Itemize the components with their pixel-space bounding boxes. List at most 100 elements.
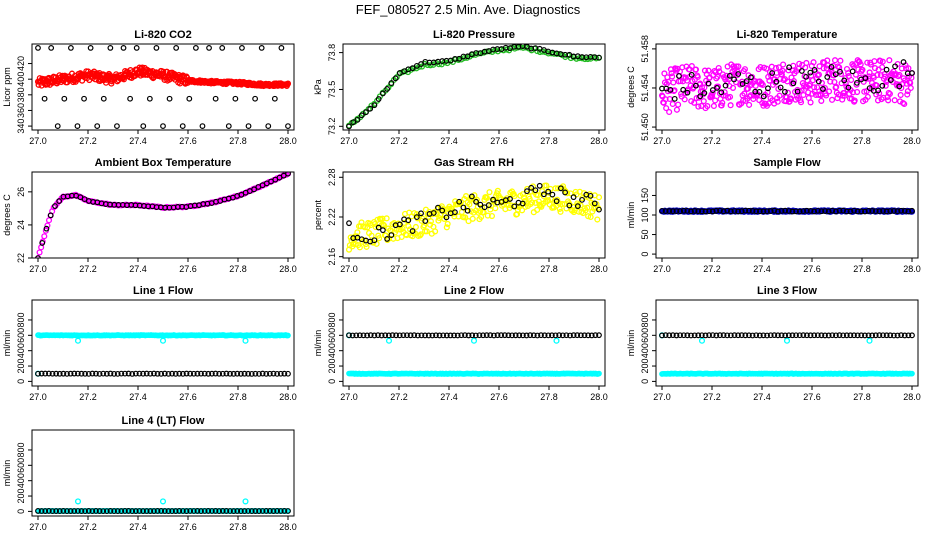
reference-point xyxy=(389,332,396,339)
reference-point xyxy=(820,86,826,92)
data-point xyxy=(681,96,688,103)
reference-point xyxy=(456,198,463,205)
reference-point xyxy=(735,332,741,339)
data-point xyxy=(534,192,542,199)
reference-point xyxy=(574,332,581,339)
data-point xyxy=(519,191,526,198)
reference-point xyxy=(277,370,284,377)
reference-point xyxy=(851,332,857,339)
reference-point xyxy=(411,332,418,339)
reference-point xyxy=(662,208,669,215)
reference-point xyxy=(140,123,147,129)
reference-point xyxy=(140,508,146,514)
reference-point xyxy=(47,212,54,219)
reference-point xyxy=(562,189,569,196)
panel-title: Li-820 CO2 xyxy=(134,29,191,41)
data-point xyxy=(671,87,678,94)
reference-point xyxy=(731,332,738,339)
reference-point xyxy=(892,63,898,70)
reference-point xyxy=(666,332,673,339)
reference-point xyxy=(887,77,894,83)
reference-point xyxy=(212,508,219,514)
data-point xyxy=(483,48,490,55)
reference-point xyxy=(114,123,120,129)
reference-point xyxy=(814,332,821,339)
data-point xyxy=(784,78,791,85)
reference-point xyxy=(187,508,194,514)
reference-point xyxy=(418,210,424,217)
reference-point xyxy=(769,70,776,76)
reference-point xyxy=(822,208,828,214)
y-tick-label: 360 xyxy=(16,103,26,118)
reference-point xyxy=(890,332,897,339)
x-tick-label: 28.0 xyxy=(903,392,921,402)
data-point xyxy=(698,84,706,91)
reference-point xyxy=(773,78,780,85)
reference-point xyxy=(800,208,807,215)
reference-point xyxy=(42,508,49,514)
data-point xyxy=(511,193,518,200)
reference-point xyxy=(74,508,81,514)
data-point xyxy=(778,71,785,78)
data-point xyxy=(701,84,708,91)
x-tick-label: 28.0 xyxy=(903,264,921,274)
reference-point xyxy=(49,508,56,514)
reference-point xyxy=(807,332,814,339)
reference-point xyxy=(905,332,912,339)
data-point xyxy=(879,58,886,65)
reference-point xyxy=(698,208,705,215)
reference-point xyxy=(764,332,770,339)
outlier-point xyxy=(159,498,167,505)
reference-point xyxy=(483,332,490,339)
data-point xyxy=(807,99,814,106)
reference-point xyxy=(570,332,577,339)
reference-point xyxy=(691,332,698,339)
outlier-point xyxy=(783,337,791,344)
reference-point xyxy=(887,332,894,339)
reference-point xyxy=(248,370,255,377)
reference-point xyxy=(552,332,559,339)
x-tick-label: 27.2 xyxy=(703,392,721,402)
y-tick-label: 0 xyxy=(327,379,337,384)
reference-point xyxy=(785,332,792,339)
panel-line3: Line 3 Flow ml/min 27.0 27.2 27.4 27.6 27.8 28.… xyxy=(626,285,921,402)
reference-point xyxy=(811,67,818,73)
reference-point xyxy=(476,332,483,339)
reference-point xyxy=(354,116,361,123)
x-tick-label: 27.0 xyxy=(29,136,47,146)
reference-point xyxy=(122,370,128,377)
plot-frame xyxy=(342,171,606,259)
reference-point xyxy=(875,87,882,94)
data-point xyxy=(784,89,791,96)
reference-point xyxy=(673,208,680,214)
reference-point xyxy=(192,45,199,51)
reference-point xyxy=(738,332,745,339)
data-point xyxy=(734,72,741,79)
data-point xyxy=(492,205,499,212)
reference-point xyxy=(739,81,746,87)
reference-point xyxy=(541,332,548,339)
data-point xyxy=(774,98,781,105)
reference-point xyxy=(796,208,803,215)
reference-point xyxy=(346,332,352,339)
reference-point xyxy=(422,332,428,339)
reference-point xyxy=(266,370,273,377)
reference-point xyxy=(684,207,691,214)
y-tick-label: 0 xyxy=(16,509,26,514)
reference-point xyxy=(669,208,676,215)
x-tick-label: 27.6 xyxy=(803,264,821,274)
reference-point xyxy=(158,508,165,514)
reference-point xyxy=(49,370,56,377)
data-point xyxy=(393,74,400,81)
data-point xyxy=(383,215,390,222)
reference-point xyxy=(753,332,760,339)
reference-point xyxy=(771,207,778,214)
x-tick-label: 27.8 xyxy=(853,264,871,274)
reference-point xyxy=(592,332,599,339)
data-point xyxy=(160,68,167,75)
data-point xyxy=(694,73,701,81)
reference-point xyxy=(688,332,694,339)
outlier-point xyxy=(242,498,249,505)
reference-point xyxy=(114,370,121,377)
